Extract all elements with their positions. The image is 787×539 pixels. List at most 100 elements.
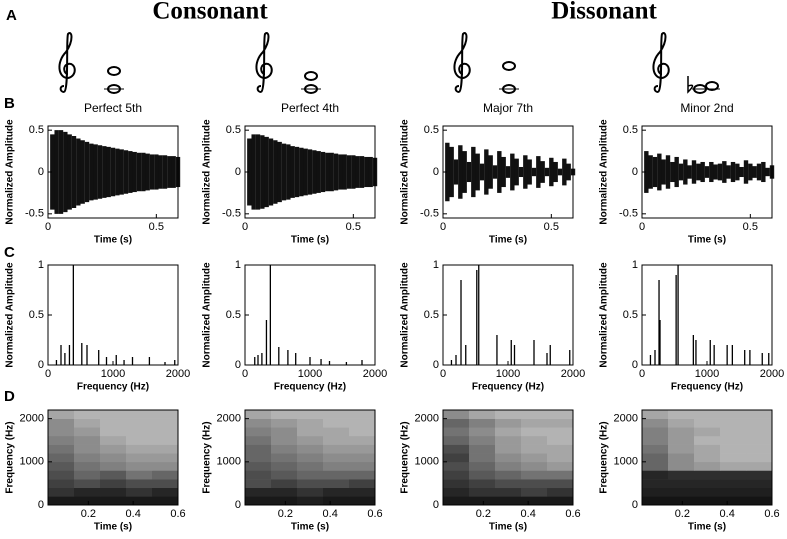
spectrogram-cell <box>495 470 522 480</box>
spectrogram-cell <box>521 444 548 454</box>
spectrogram-cell <box>323 487 350 497</box>
spectrogram-cell <box>746 461 773 471</box>
y-tick-label: 1 <box>38 259 44 271</box>
group-title: Dissonant <box>551 0 657 25</box>
x-tick-label: 0.4 <box>521 508 536 520</box>
y-tick-label: 0 <box>38 499 44 511</box>
x-axis-label: Frequency (Hz) <box>274 382 346 393</box>
y-axis-label: Normalized Amplitude <box>202 262 213 368</box>
spectrogram-cell <box>547 418 574 428</box>
spectrogram-cell <box>323 444 350 454</box>
spectrogram-cell <box>547 461 574 471</box>
y-tick-label: 0 <box>632 359 638 371</box>
x-tick-label: 0 <box>242 221 248 233</box>
y-tick-label: 0.5 <box>424 309 439 321</box>
staff <box>442 32 571 94</box>
spectrogram-cell <box>323 496 350 506</box>
x-axis-label: Frequency (Hz) <box>472 382 544 393</box>
spectrogram-cell <box>271 461 298 471</box>
spectrogram-cell <box>720 435 747 445</box>
spectrogram-cell <box>495 435 522 445</box>
spectrogram-cell <box>349 453 376 463</box>
panel-label: A <box>6 7 17 24</box>
spectrogram-cell <box>642 487 669 497</box>
spectrogram-cell <box>152 410 179 419</box>
panel-label: B <box>4 95 15 112</box>
panel-label: D <box>4 388 15 405</box>
spectrogram-cell <box>443 418 470 428</box>
spectrogram-cell <box>495 444 522 454</box>
spectrogram-cell <box>720 461 747 471</box>
y-tick-label: 0 <box>433 166 439 178</box>
x-tick-label: 0 <box>639 221 645 233</box>
spectrogram-cell <box>74 427 101 437</box>
spectrogram-cell <box>271 427 298 437</box>
spectrogram-cell <box>152 435 179 445</box>
y-tick-label: 1000 <box>20 456 44 468</box>
spectrogram-cell <box>48 479 75 489</box>
spectrogram-cell <box>521 461 548 471</box>
spectrogram-cell <box>694 410 721 419</box>
spectrogram-cell <box>349 479 376 489</box>
spectrogram-cell <box>349 461 376 471</box>
x-tick-label: 0 <box>45 221 51 233</box>
x-tick-label: 0.5 <box>544 221 559 233</box>
spectrogram-cell <box>323 453 350 463</box>
spectrogram-cell <box>152 487 179 497</box>
spectrogram-cell <box>152 444 179 454</box>
spectrogram-cell <box>48 496 75 506</box>
spectrogram-cell <box>642 435 669 445</box>
spectrogram-cell <box>349 418 376 428</box>
x-tick-label: 1000 <box>496 368 520 380</box>
spectrogram-cell <box>720 418 747 428</box>
spectrogram-cell <box>668 427 695 437</box>
y-tick-label: -0.5 <box>619 208 638 220</box>
spectrogram-cell <box>271 435 298 445</box>
spectrogram-cell <box>720 496 747 506</box>
spectrogram-cell <box>547 453 574 463</box>
y-axis-label: Normalized Amplitude <box>599 262 610 368</box>
spectrogram-cell <box>48 470 75 480</box>
spectrogram-cell <box>126 427 153 437</box>
spectrogram-cell <box>126 444 153 454</box>
spectrogram-cell <box>746 410 773 419</box>
x-tick-label: 2000 <box>166 368 190 380</box>
spectrogram-cell <box>100 444 127 454</box>
spectrogram-cell <box>469 470 496 480</box>
spectrogram-cell <box>74 453 101 463</box>
spectrogram-cell <box>245 470 272 480</box>
spectrogram-cell <box>297 410 324 419</box>
spectrogram-cell <box>74 435 101 445</box>
plot-frame <box>442 264 574 366</box>
x-tick-label: 0 <box>242 368 248 380</box>
spectrogram-cell <box>100 453 127 463</box>
x-axis-label: Frequency (Hz) <box>671 382 743 393</box>
y-tick-label: -0.5 <box>420 208 439 220</box>
spectrogram-cell <box>547 427 574 437</box>
y-axis-label: Frequency (Hz) <box>5 421 16 493</box>
x-tick-label: 0.5 <box>149 221 164 233</box>
x-axis-label: Time (s) <box>489 522 527 533</box>
spectrogram-cell <box>668 418 695 428</box>
spectrogram-cell <box>720 410 747 419</box>
spectrogram-cell <box>48 461 75 471</box>
x-axis-label: Time (s) <box>688 522 726 533</box>
spectrogram-cell <box>323 435 350 445</box>
spectrogram-cell <box>74 487 101 497</box>
spectrogram-cell <box>642 427 669 437</box>
y-axis-label: Normalized Amplitude <box>400 262 411 368</box>
spectrogram-cell <box>100 461 127 471</box>
spectrogram-cell <box>521 427 548 437</box>
spectrogram-cell <box>126 418 153 428</box>
spectrogram-cell <box>323 479 350 489</box>
y-tick-label: 1000 <box>415 456 439 468</box>
spectrogram-cell <box>48 444 75 454</box>
spectrogram-cell <box>297 470 324 480</box>
plot-frame <box>641 264 773 366</box>
x-tick-label: 0.6 <box>764 508 779 520</box>
x-tick-label: 1000 <box>298 368 322 380</box>
spectrogram-cell <box>694 479 721 489</box>
x-tick-label: 0.6 <box>367 508 382 520</box>
panel-label: C <box>4 244 15 261</box>
spectrogram-cell <box>245 410 272 419</box>
